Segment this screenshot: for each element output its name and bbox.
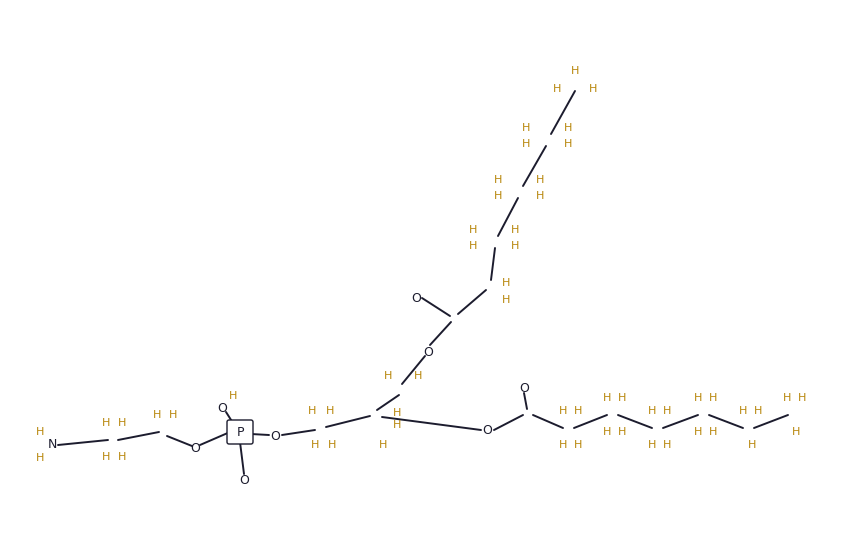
Text: H: H [511, 241, 520, 251]
Text: H: H [494, 175, 502, 185]
Text: H: H [694, 393, 702, 403]
Text: O: O [482, 424, 492, 437]
Text: H: H [603, 427, 611, 437]
Text: H: H [748, 440, 756, 450]
Text: O: O [217, 401, 227, 415]
Text: O: O [411, 292, 421, 304]
Text: H: H [501, 295, 510, 305]
Text: H: H [589, 84, 598, 94]
Text: H: H [662, 406, 671, 416]
Text: O: O [270, 431, 280, 443]
Text: H: H [564, 123, 572, 133]
Text: H: H [571, 66, 579, 76]
Text: H: H [783, 393, 792, 403]
FancyBboxPatch shape [227, 420, 253, 444]
Text: H: H [536, 175, 544, 185]
Text: H: H [36, 453, 44, 463]
Text: H: H [494, 191, 502, 201]
Text: O: O [423, 345, 433, 359]
Text: H: H [648, 406, 656, 416]
Text: H: H [648, 440, 656, 450]
Text: H: H [311, 440, 320, 450]
Text: H: H [559, 406, 567, 416]
Text: H: H [511, 225, 520, 235]
Text: H: H [414, 371, 423, 381]
Text: H: H [792, 427, 800, 437]
Text: H: H [501, 278, 510, 288]
Text: H: H [384, 371, 392, 381]
Text: H: H [739, 406, 747, 416]
Text: H: H [603, 393, 611, 403]
Text: H: H [617, 427, 626, 437]
Text: H: H [118, 452, 126, 462]
Text: H: H [169, 410, 178, 420]
Text: H: H [326, 406, 334, 416]
Text: H: H [152, 410, 161, 420]
Text: H: H [553, 84, 561, 94]
Text: H: H [522, 123, 530, 133]
Text: O: O [239, 473, 249, 487]
Text: H: H [798, 393, 806, 403]
Text: H: H [574, 440, 582, 450]
Text: O: O [519, 382, 529, 394]
Text: H: H [118, 418, 126, 428]
Text: H: H [393, 408, 401, 418]
Text: N: N [48, 439, 56, 451]
Text: H: H [469, 225, 477, 235]
Text: H: H [564, 139, 572, 149]
Text: H: H [393, 420, 401, 430]
Text: H: H [662, 440, 671, 450]
Text: H: H [753, 406, 762, 416]
Text: H: H [708, 393, 717, 403]
Text: H: H [617, 393, 626, 403]
Text: H: H [469, 241, 477, 251]
Text: H: H [708, 427, 717, 437]
Text: H: H [574, 406, 582, 416]
Text: H: H [536, 191, 544, 201]
Text: H: H [522, 139, 530, 149]
Text: H: H [36, 427, 44, 437]
Text: O: O [190, 442, 200, 456]
Text: H: H [307, 406, 316, 416]
Text: P: P [236, 425, 243, 439]
Text: H: H [378, 440, 387, 450]
Text: H: H [559, 440, 567, 450]
Text: H: H [229, 391, 237, 401]
Text: H: H [328, 440, 336, 450]
Text: H: H [694, 427, 702, 437]
Text: H: H [102, 452, 110, 462]
Text: H: H [102, 418, 110, 428]
